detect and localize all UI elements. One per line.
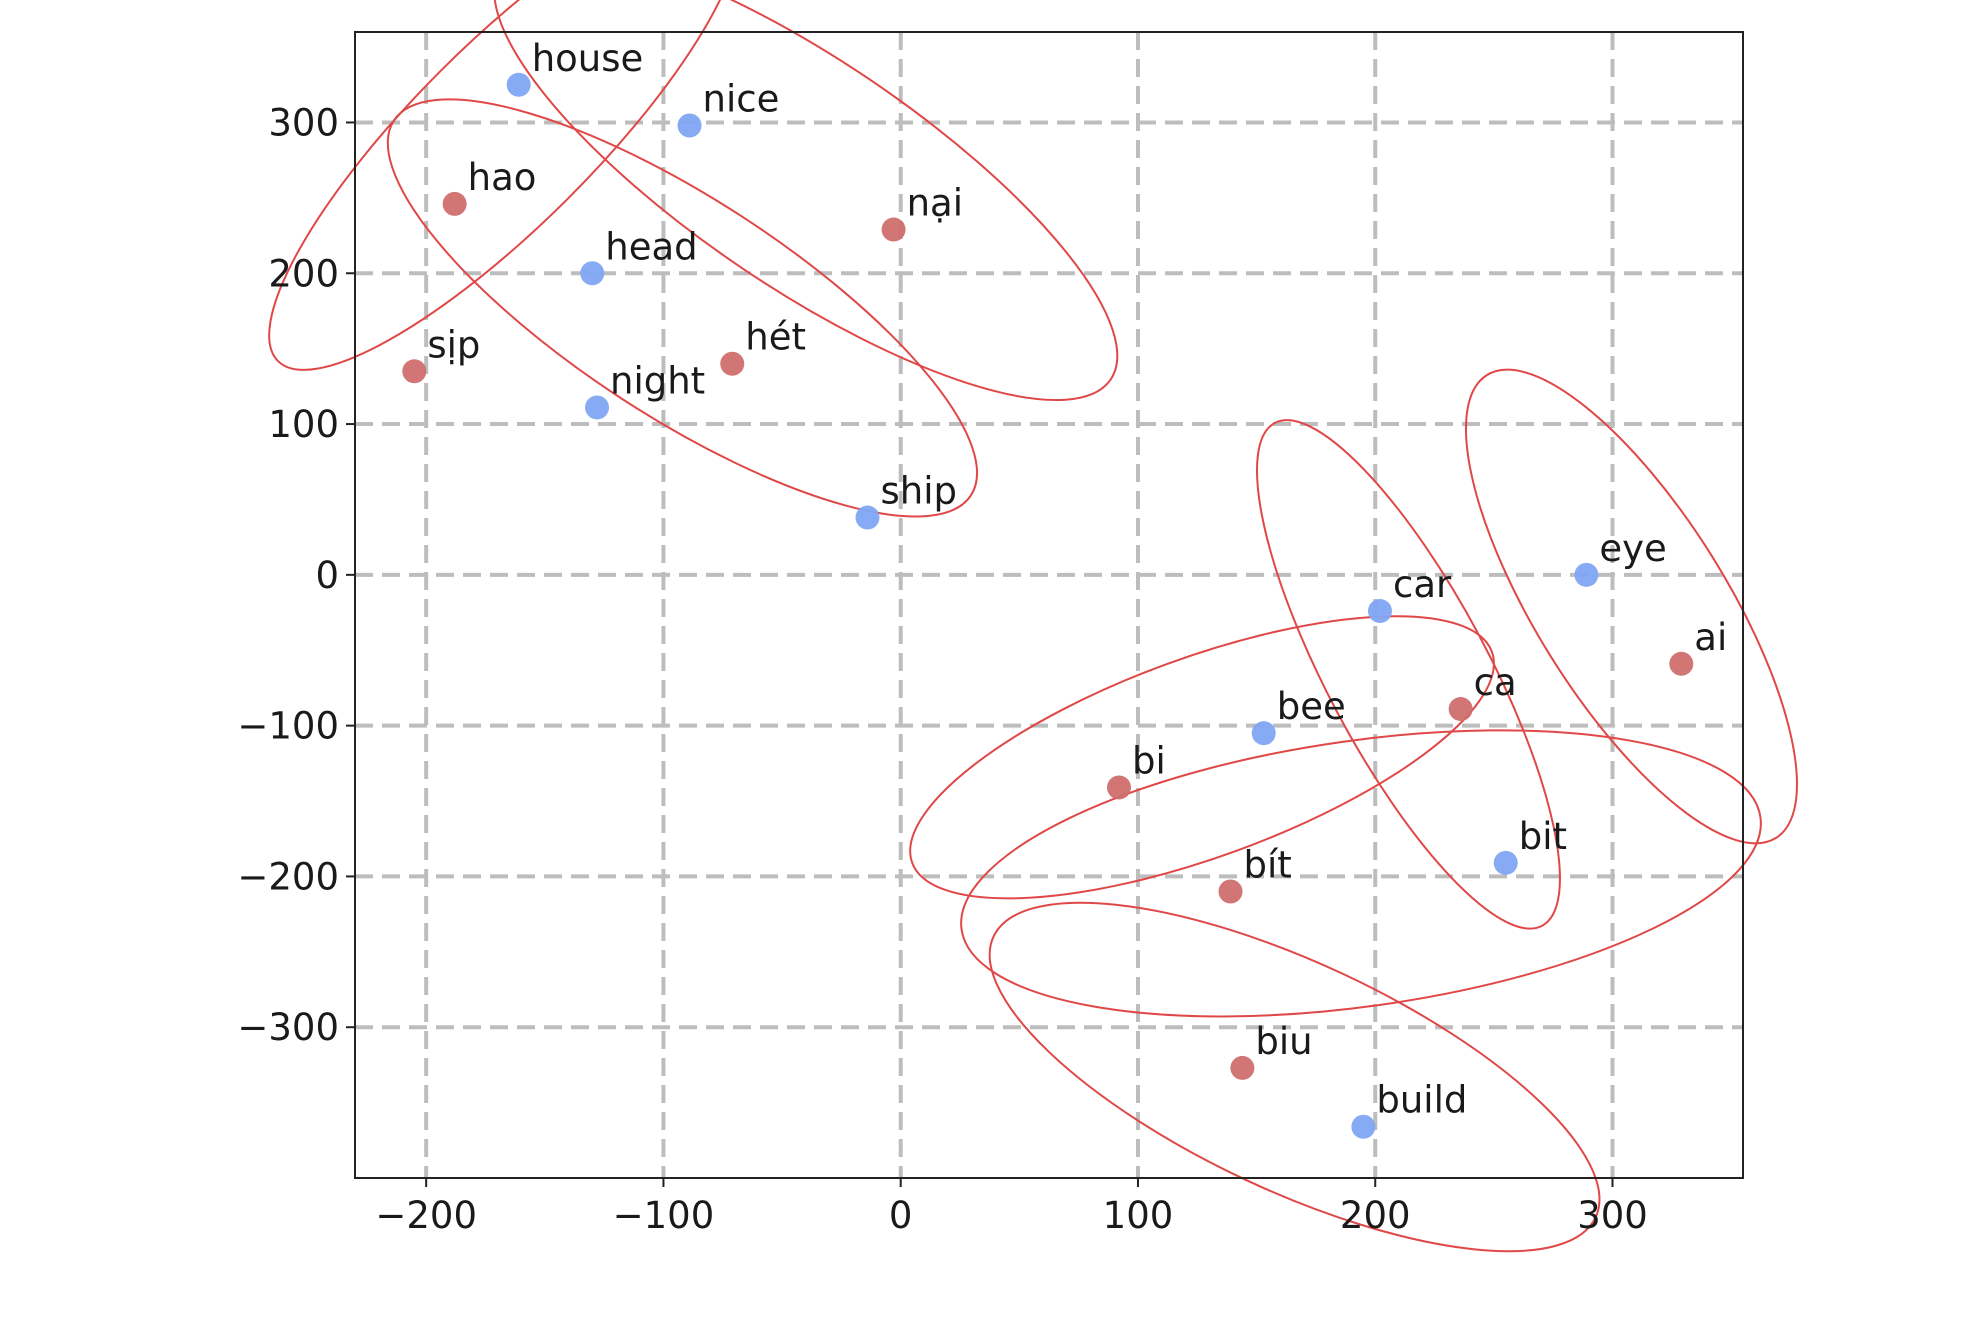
data-point — [1251, 721, 1276, 746]
axis-ticks: −200 −100 0 100 200 300 −300 −200 −100 0 100 200 300 — [237, 101, 1647, 1237]
point-label: eye — [1599, 527, 1666, 570]
cluster-ellipse — [1465, 368, 1798, 845]
point-label: bee — [1277, 685, 1346, 728]
data-point — [506, 72, 531, 97]
data-point — [1106, 775, 1131, 800]
x-tick-label: 100 — [1103, 1194, 1174, 1237]
data-point — [1493, 850, 1518, 875]
data-point — [1230, 1055, 1255, 1080]
y-tick-label: 300 — [268, 101, 339, 144]
point-label: ca — [1474, 661, 1517, 704]
point-label: house — [532, 37, 644, 80]
data-point — [1574, 562, 1599, 587]
point-label: head — [605, 225, 697, 268]
data-point — [442, 191, 467, 216]
data-point — [402, 359, 427, 384]
point-label: nại — [907, 182, 963, 225]
point-label: night — [610, 359, 705, 402]
cluster-ellipse — [909, 615, 1495, 900]
x-tick-label: 0 — [889, 1194, 913, 1237]
data-point — [855, 505, 880, 530]
point-label: bít — [1244, 844, 1292, 887]
data-point — [881, 217, 906, 242]
point-label: ship — [880, 470, 957, 513]
point-label: build — [1376, 1079, 1467, 1122]
point-label: sịp — [427, 323, 480, 366]
data-point — [1367, 599, 1392, 624]
y-tick-label: 0 — [315, 554, 339, 597]
cluster-ellipses — [268, 0, 1798, 1253]
plot-frame — [354, 31, 1744, 1179]
point-label: hao — [468, 156, 537, 199]
data-point — [1218, 879, 1243, 904]
point-label: nice — [703, 77, 780, 120]
point-label: biu — [1255, 1020, 1312, 1063]
x-tick-label: −200 — [375, 1194, 477, 1237]
y-tick-label: −100 — [237, 705, 339, 748]
cluster-ellipse — [386, 98, 979, 518]
cluster-ellipse — [988, 901, 1601, 1253]
data-points — [402, 72, 1694, 1139]
y-tick-label: 100 — [268, 403, 339, 446]
x-tick-label: −100 — [613, 1194, 715, 1237]
y-tick-label: 200 — [268, 252, 339, 295]
point-label: hét — [745, 316, 806, 359]
y-tick-label: −300 — [237, 1006, 339, 1049]
data-point — [1669, 651, 1694, 676]
point-labels: house nice head night ship car eye bee bit build h… — [427, 37, 1727, 1122]
point-label: bi — [1132, 739, 1166, 782]
y-tick-label: −200 — [237, 855, 339, 898]
data-point — [585, 395, 610, 420]
data-point — [677, 113, 702, 138]
cluster-ellipse — [268, 0, 741, 371]
point-label: bit — [1519, 815, 1567, 858]
x-tick-label: 200 — [1340, 1194, 1411, 1237]
point-label: car — [1393, 563, 1452, 606]
cluster-ellipse — [960, 729, 1762, 1018]
data-point — [720, 351, 745, 376]
x-tick-label: 300 — [1577, 1194, 1648, 1237]
cluster-ellipse — [493, 0, 1119, 402]
data-point — [580, 261, 605, 286]
point-label: ai — [1694, 616, 1727, 659]
data-point — [1351, 1114, 1376, 1139]
data-point — [1448, 697, 1473, 722]
